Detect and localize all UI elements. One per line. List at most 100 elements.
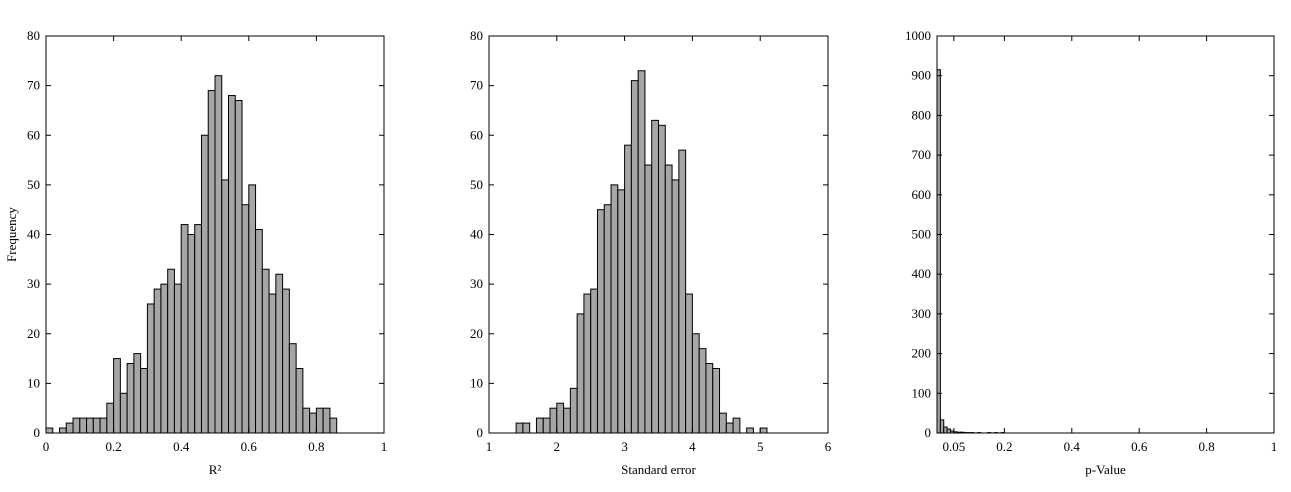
bar (323, 408, 330, 433)
bar (591, 289, 598, 433)
bar (283, 289, 290, 433)
bar (692, 334, 699, 433)
y-tick-label: 80 (27, 28, 40, 43)
y-tick-label: 50 (470, 177, 483, 192)
bar (516, 423, 523, 433)
bar (73, 418, 80, 433)
bar (570, 388, 577, 433)
bar (168, 269, 175, 433)
bar (303, 408, 310, 433)
x-tick-label: 3 (621, 439, 628, 454)
bar (645, 165, 652, 433)
bar (584, 294, 591, 433)
bar (181, 225, 188, 433)
y-tick-label: 20 (470, 326, 483, 341)
bar (134, 354, 141, 433)
y-tick-label: 80 (470, 28, 483, 43)
bar (114, 359, 121, 433)
bar (597, 210, 604, 433)
bar (242, 205, 249, 433)
bar (249, 185, 256, 433)
bar (316, 408, 323, 433)
bar (523, 423, 530, 433)
y-tick-label: 0 (34, 425, 41, 440)
x-tick-label: 0.4 (1064, 439, 1081, 454)
bar (222, 180, 229, 433)
x-axis-label: R² (209, 462, 222, 477)
y-tick-label: 100 (912, 385, 932, 400)
y-tick-label: 800 (912, 107, 932, 122)
y-tick-label: 400 (912, 266, 932, 281)
bar (269, 294, 276, 433)
bar (120, 393, 127, 433)
bar (726, 423, 733, 433)
y-tick-label: 0 (925, 425, 932, 440)
bar (550, 408, 557, 433)
y-tick-label: 0 (477, 425, 484, 440)
y-tick-label: 70 (27, 78, 40, 93)
x-tick-label: 4 (689, 439, 696, 454)
y-tick-label: 50 (27, 177, 40, 192)
bar (235, 101, 242, 433)
bar (937, 70, 940, 433)
y-tick-label: 900 (912, 68, 932, 83)
bar (760, 428, 767, 433)
bar (638, 71, 645, 433)
bar (310, 413, 317, 433)
y-tick-label: 70 (470, 78, 483, 93)
x-axis-label: Standard error (621, 462, 696, 477)
bar (201, 135, 208, 433)
bar (195, 225, 202, 433)
bar (188, 235, 195, 434)
x-tick-label: 0.6 (241, 439, 258, 454)
y-tick-label: 40 (470, 227, 483, 242)
y-tick-label: 40 (27, 227, 40, 242)
y-tick-label: 600 (912, 187, 932, 202)
y-tick-label: 700 (912, 147, 932, 162)
x-tick-label: 1 (381, 439, 388, 454)
y-tick-label: 500 (912, 227, 932, 242)
bar (672, 180, 679, 433)
axes-box (937, 36, 1274, 433)
bar (577, 314, 584, 433)
x-tick-label: 5 (757, 439, 764, 454)
bar (276, 274, 283, 433)
x-tick-label: 0.4 (173, 439, 190, 454)
bar (229, 96, 236, 433)
x-tick-label: 0.8 (308, 439, 324, 454)
bar (947, 429, 950, 433)
bar (141, 368, 148, 433)
bar (557, 403, 564, 433)
bar (127, 364, 134, 433)
bar (289, 344, 296, 433)
y-tick-label: 60 (470, 127, 483, 142)
bar (60, 428, 67, 433)
x-tick-label: 1 (1271, 439, 1278, 454)
bar (296, 368, 303, 433)
bar (679, 150, 686, 433)
bar (161, 284, 168, 433)
bar (536, 418, 543, 433)
bar (87, 418, 94, 433)
bar (80, 418, 87, 433)
y-tick-label: 20 (27, 326, 40, 341)
y-tick-label: 30 (27, 276, 40, 291)
bar (611, 185, 618, 433)
x-tick-label: 6 (825, 439, 832, 454)
bar (625, 145, 632, 433)
bar (147, 304, 154, 433)
bar (215, 76, 222, 433)
bar (686, 294, 693, 433)
x-tick-label: 2 (554, 439, 561, 454)
bar (208, 91, 215, 433)
bar (154, 289, 161, 433)
bar (262, 269, 269, 433)
bar (720, 413, 727, 433)
x-tick-label: 0.05 (942, 439, 965, 454)
x-tick-label: 0.2 (105, 439, 121, 454)
bar (944, 427, 947, 433)
bar (940, 420, 943, 433)
x-tick-label: 0 (43, 439, 50, 454)
bar (256, 230, 263, 433)
